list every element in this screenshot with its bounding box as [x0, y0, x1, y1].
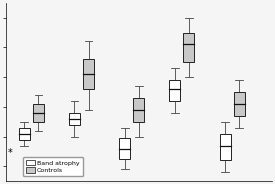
Text: *: * — [7, 148, 12, 158]
Bar — [169, 80, 180, 101]
Bar — [119, 138, 130, 159]
Bar — [219, 134, 230, 160]
Bar — [183, 33, 194, 62]
Bar — [83, 59, 94, 89]
Bar — [19, 128, 30, 140]
Bar — [33, 104, 44, 122]
Bar — [69, 113, 80, 125]
Bar — [133, 98, 144, 122]
Legend: Band atrophy, Controls: Band atrophy, Controls — [23, 157, 83, 176]
Bar — [233, 92, 245, 116]
